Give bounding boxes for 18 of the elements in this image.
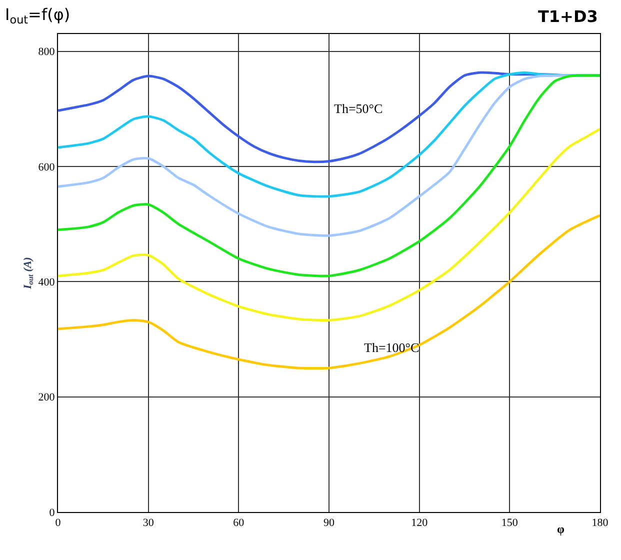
chart-title: I$_{out}$=f(φ): [5, 5, 70, 26]
y-tick-label: 600: [38, 161, 56, 174]
x-tick-label: 150: [501, 517, 518, 530]
line-series: [58, 128, 600, 322]
x-tick-label: 180: [592, 517, 609, 530]
chart-subtitle: T1+D3: [538, 7, 598, 26]
y-tick-label: 0: [49, 506, 56, 519]
y-tick-label: 200: [38, 392, 56, 404]
x-tick-label: 60: [233, 517, 245, 530]
x-tick-label: 30: [142, 517, 154, 530]
x-tick-label: 120: [411, 517, 428, 530]
line-series: [58, 214, 600, 370]
y-tick-label: 400: [38, 276, 56, 288]
annotation: Th=50°C: [334, 101, 383, 116]
y-tick-label: 800: [38, 46, 56, 58]
x-tick-label: 90: [324, 517, 335, 530]
line-series: [58, 74, 600, 278]
x-axis-title: φ: [557, 522, 565, 536]
